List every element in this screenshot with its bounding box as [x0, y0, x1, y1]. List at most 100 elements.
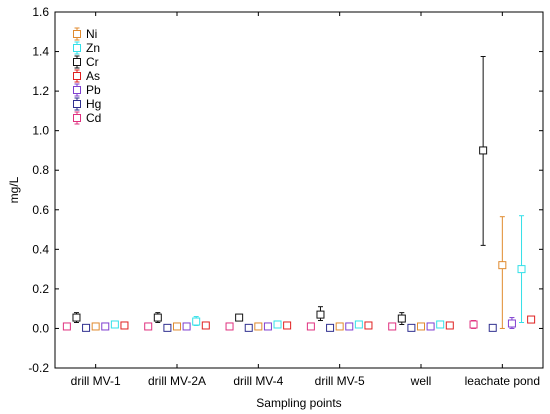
data-point: [306, 322, 315, 331]
square-marker: [354, 320, 363, 329]
square-marker: [173, 322, 181, 331]
square-marker: [316, 310, 325, 319]
legend-label: Pb: [86, 83, 101, 97]
y-axis: -0.2 0.0 0.2 0.4 0.6 0.8 1.0 1.2 1.4 1.6: [28, 5, 543, 375]
data-point: [517, 215, 526, 324]
square-marker: [244, 323, 253, 332]
square-marker: [273, 320, 282, 329]
data-point: [345, 322, 354, 331]
data-point: [163, 323, 172, 332]
data-point: [488, 323, 497, 332]
data-point: [62, 322, 71, 331]
y-tick-label: 0.0: [32, 321, 49, 335]
square-marker: [254, 322, 263, 331]
legend-label: Cd: [86, 111, 101, 125]
square-marker: [388, 322, 397, 331]
data-point: [469, 320, 478, 329]
legend-item: As: [73, 69, 100, 83]
legend-marker: [73, 86, 81, 94]
data-point: [479, 56, 488, 246]
legend-item: Pb: [73, 83, 101, 97]
y-tick-label: -0.2: [28, 361, 49, 375]
plot-frame: [54, 11, 544, 369]
data-point: [120, 321, 129, 330]
x-tick-label: drill MV-5: [315, 374, 365, 388]
data-point: [82, 323, 91, 332]
data-point: [498, 216, 507, 329]
data-point: [507, 317, 516, 329]
data-point: [326, 323, 335, 332]
data-point: [225, 322, 234, 331]
square-marker: [62, 322, 71, 331]
square-marker: [326, 323, 335, 332]
data-point: [388, 322, 397, 331]
y-tick-label: 0.6: [32, 203, 49, 217]
data-point: [354, 320, 363, 329]
square-marker: [283, 321, 292, 330]
square-marker: [72, 313, 81, 322]
data-point: [144, 322, 153, 331]
square-marker: [498, 261, 507, 270]
square-marker: [192, 317, 201, 326]
square-marker: [364, 321, 373, 330]
legend-marker: [73, 100, 81, 108]
square-marker: [201, 321, 210, 330]
data-point: [283, 321, 292, 330]
square-marker: [527, 315, 536, 324]
data-point: [235, 313, 244, 322]
legend-item: Cr: [73, 55, 99, 69]
square-marker: [235, 313, 244, 322]
data-point: [72, 312, 81, 324]
data-point: [244, 323, 253, 332]
square-marker: [163, 323, 172, 332]
data-point: [417, 322, 425, 331]
x-tick-label: well: [410, 374, 432, 388]
y-tick-label: 0.2: [32, 282, 49, 296]
y-axis-title: mg/L: [7, 176, 21, 203]
legend-marker: [73, 30, 81, 38]
data-point: [335, 322, 344, 331]
square-marker: [445, 321, 454, 330]
square-marker: [488, 323, 497, 332]
legend-label: Zn: [86, 41, 100, 55]
square-marker: [507, 319, 516, 328]
y-tick-label: 0.8: [32, 163, 49, 177]
data-marks: [62, 56, 536, 332]
data-point: [182, 322, 191, 331]
square-marker: [263, 322, 272, 331]
x-tick-label: drill MV-1: [71, 374, 121, 388]
square-marker: [417, 322, 425, 331]
x-tick-label: leachate pond: [465, 374, 540, 388]
legend-item: Zn: [73, 41, 100, 55]
legend-label: Hg: [86, 97, 101, 111]
data-point: [527, 315, 536, 324]
square-marker: [436, 320, 445, 329]
square-marker: [407, 323, 416, 332]
data-point: [201, 321, 210, 330]
square-marker: [120, 321, 129, 330]
y-tick-label: 1.6: [32, 5, 49, 19]
x-tick-label: drill MV-2A: [148, 374, 206, 388]
data-point: [445, 321, 454, 330]
square-marker: [144, 322, 153, 331]
square-marker: [225, 322, 234, 331]
legend-item: Cd: [73, 111, 101, 125]
data-point: [407, 323, 416, 332]
square-marker: [82, 323, 91, 332]
square-marker: [101, 322, 110, 331]
square-marker: [91, 322, 100, 331]
data-point: [153, 312, 162, 324]
legend-item: Ni: [73, 27, 97, 41]
data-point: [426, 322, 435, 331]
y-tick-label: 1.0: [32, 124, 49, 138]
data-point: [364, 321, 373, 330]
legend-marker: [73, 44, 81, 52]
legend-label: Cr: [86, 55, 99, 69]
square-marker: [469, 320, 478, 329]
legend-marker: [73, 58, 81, 66]
square-marker: [182, 322, 191, 331]
data-point: [91, 322, 100, 331]
square-marker: [517, 265, 526, 274]
x-tick-label: drill MV-4: [233, 374, 283, 388]
